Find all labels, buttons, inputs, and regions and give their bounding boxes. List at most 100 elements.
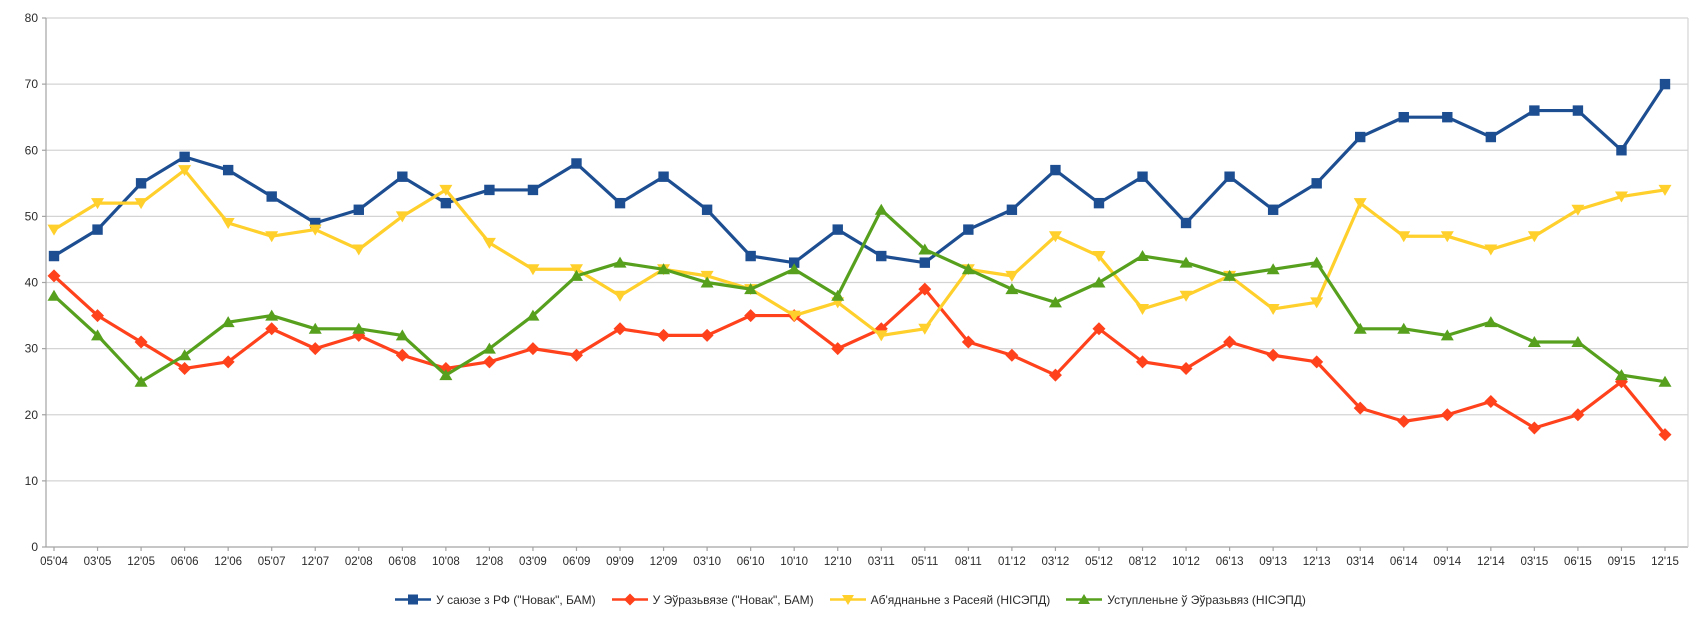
data-point-marker <box>308 322 322 334</box>
data-point-marker <box>482 342 496 354</box>
data-point-marker <box>919 257 931 268</box>
data-point-marker <box>1442 111 1453 123</box>
data-point-marker <box>1179 290 1193 302</box>
data-point-marker <box>265 309 279 321</box>
data-point-marker <box>310 217 321 229</box>
series-line-1 <box>52 274 1667 437</box>
data-point-marker <box>1484 395 1498 409</box>
x-tick-label: 05'07 <box>258 556 286 568</box>
data-point-marker <box>178 361 192 375</box>
data-point-marker <box>1658 428 1672 442</box>
series-line-0 <box>52 82 1667 265</box>
data-point-marker <box>221 316 235 328</box>
data-point-marker <box>1048 368 1062 382</box>
x-tick-label: 05'04 <box>40 556 68 568</box>
data-point-marker <box>1614 191 1628 203</box>
data-point-marker <box>527 184 539 196</box>
data-point-marker <box>1179 361 1193 375</box>
legend-item-1: У Эўразьвязе ("Новак", БАМ) <box>611 592 814 607</box>
x-tick-label: 12'05 <box>127 556 155 568</box>
data-point-marker <box>569 269 583 281</box>
data-point-marker <box>308 224 322 236</box>
x-tick-label: 09'14 <box>1433 556 1461 568</box>
data-point-marker <box>1527 336 1541 348</box>
data-point-marker <box>1440 329 1454 341</box>
data-point-marker <box>1398 111 1409 123</box>
data-point-marker <box>918 282 932 296</box>
x-tick-label: 12'09 <box>650 556 678 568</box>
legend-marker-triangle-up-icon <box>1066 594 1103 604</box>
data-point-marker <box>1180 217 1192 229</box>
data-point-marker <box>1136 355 1150 369</box>
data-point-marker <box>613 290 627 302</box>
x-tick-label: 03'10 <box>693 556 721 568</box>
data-point-marker <box>961 263 975 275</box>
data-point-marker <box>1136 250 1150 262</box>
data-point-marker <box>1658 184 1672 196</box>
data-point-marker <box>1440 408 1454 422</box>
x-tick-label: 06'15 <box>1564 556 1592 568</box>
data-point-marker <box>134 198 148 210</box>
data-point-marker <box>526 264 540 276</box>
chart-legend: У саюзе з РФ ("Новак", БАМ) У Эўразьвязе … <box>0 592 1701 607</box>
x-tick-label: 05'11 <box>911 556 938 568</box>
data-point-marker <box>92 224 103 235</box>
data-point-marker <box>1353 198 1367 210</box>
data-point-marker <box>1266 303 1280 315</box>
data-point-marker <box>1005 348 1019 362</box>
x-tick-label: 10'12 <box>1172 556 1200 568</box>
data-point-marker <box>1137 171 1148 182</box>
data-point-marker <box>352 322 366 334</box>
data-point-marker <box>1005 270 1019 282</box>
data-point-marker <box>222 164 234 176</box>
y-tick-label: 50 <box>25 209 39 223</box>
data-point-marker <box>1093 197 1105 209</box>
data-point-marker <box>874 203 888 215</box>
data-point-marker <box>571 158 582 169</box>
x-tick-label: 06'09 <box>563 556 591 568</box>
data-point-marker <box>1223 335 1237 349</box>
y-tick-label: 30 <box>25 342 39 356</box>
data-point-marker <box>526 342 540 356</box>
data-point-marker <box>221 355 235 369</box>
data-point-marker <box>440 197 452 209</box>
data-point-marker <box>1527 421 1541 435</box>
x-tick-label: 08'12 <box>1129 556 1157 568</box>
x-tick-label: 03'14 <box>1346 556 1374 568</box>
data-point-marker <box>963 224 974 235</box>
data-point-marker <box>134 375 148 387</box>
legend-label: У Эўразьвязе ("Новак", БАМ) <box>652 592 814 607</box>
data-point-marker <box>1571 408 1585 422</box>
legend-marker-diamond-icon <box>611 593 648 606</box>
data-point-marker <box>47 224 61 236</box>
data-point-marker <box>134 335 148 349</box>
data-point-marker <box>395 211 409 223</box>
data-point-marker <box>482 355 496 369</box>
data-point-marker <box>1397 231 1411 243</box>
data-point-marker <box>1353 401 1367 415</box>
y-tick-label: 20 <box>25 408 39 422</box>
data-point-marker <box>1092 251 1106 263</box>
x-tick-label: 02'08 <box>345 556 373 568</box>
data-point-marker <box>1310 297 1324 309</box>
data-point-marker <box>831 342 845 356</box>
data-point-marker <box>178 349 192 361</box>
x-tick-label: 10'10 <box>780 556 808 568</box>
data-point-marker <box>1092 322 1106 336</box>
x-tick-label: 12'15 <box>1651 556 1679 568</box>
x-tick-label: 08'11 <box>955 556 982 568</box>
y-tick-label: 80 <box>25 11 39 25</box>
x-tick-label: 12'10 <box>824 556 852 568</box>
x-tick-label: 06'06 <box>171 556 199 568</box>
data-point-marker <box>569 264 583 276</box>
data-point-marker <box>613 256 627 268</box>
data-point-marker <box>745 250 756 262</box>
data-point-marker <box>874 330 888 342</box>
data-point-marker <box>831 289 845 301</box>
x-tick-label: 06'14 <box>1390 556 1418 568</box>
series-line-2 <box>52 168 1667 337</box>
data-point-marker <box>1529 105 1540 116</box>
data-point-marker <box>47 289 61 301</box>
data-point-marker <box>614 197 626 209</box>
